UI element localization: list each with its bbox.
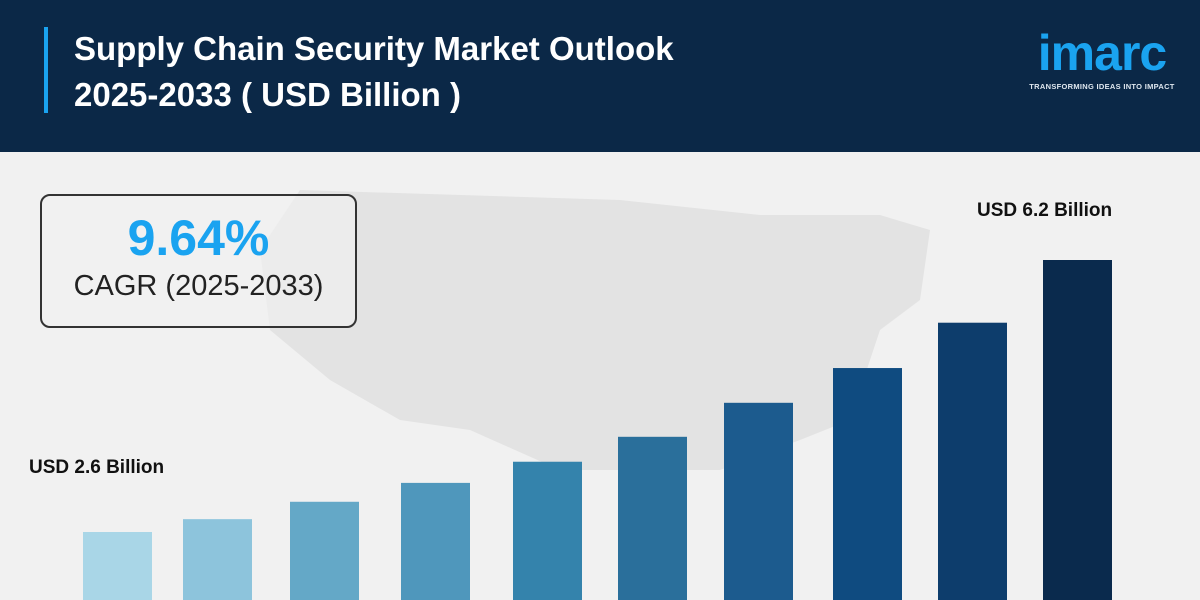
logo-word: imarc <box>1037 25 1167 81</box>
bar-3 <box>290 501 359 600</box>
imarc-logo: imarc TRANSFORMING IDEAS INTO IMPACT <box>1022 26 1182 91</box>
bar-2 <box>183 519 252 600</box>
title-accent-bar <box>44 27 48 113</box>
page-title: Supply Chain Security Market Outlook 202… <box>74 26 874 118</box>
cagr-label: CAGR (2025-2033) <box>73 270 324 302</box>
bar-9 <box>938 322 1007 600</box>
logo-tagline: TRANSFORMING IDEAS INTO IMPACT <box>1029 82 1175 91</box>
last-bar-data-label: USD 6.2 Billion <box>977 200 1113 221</box>
bar-5 <box>513 461 582 600</box>
cagr-value: 9.64% <box>127 210 270 266</box>
bar-7 <box>724 402 793 600</box>
bar-6 <box>618 436 687 600</box>
first-bar-data-label: USD 2.6 Billion <box>29 457 165 478</box>
bar-1 <box>83 532 152 600</box>
bar-8 <box>833 368 902 600</box>
us-map-background <box>260 190 930 470</box>
title-line-2: 2025-2033 ( USD Billion ) <box>74 76 461 113</box>
cagr-box: 9.64% CAGR (2025-2033) <box>40 194 357 328</box>
header-banner: Supply Chain Security Market Outlook 202… <box>0 0 1200 152</box>
bar-4 <box>401 482 470 600</box>
bar-10 <box>1043 260 1112 600</box>
title-line-1: Supply Chain Security Market Outlook <box>74 30 674 67</box>
